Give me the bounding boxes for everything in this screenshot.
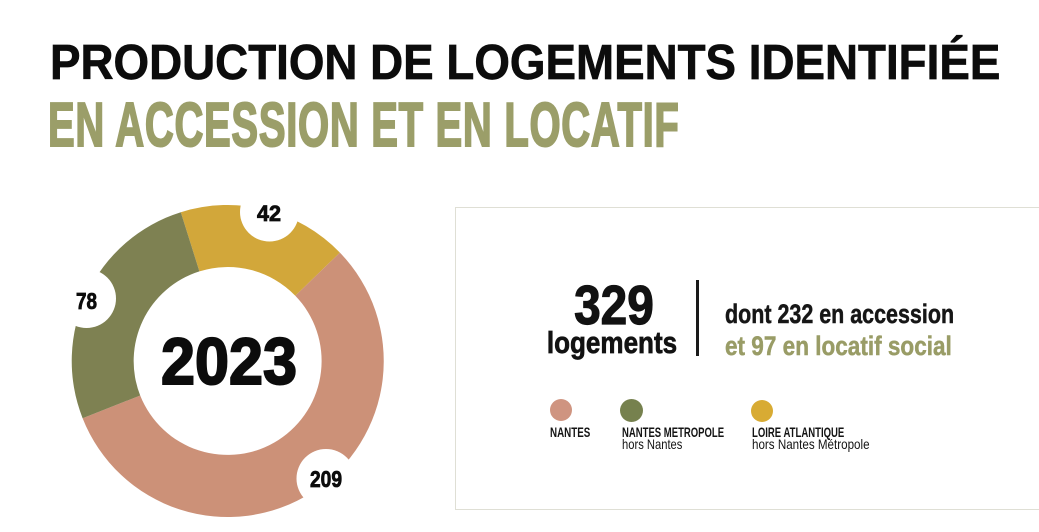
- svg-text:209: 209: [310, 466, 342, 492]
- svg-text:2023: 2023: [161, 324, 297, 398]
- svg-text:78: 78: [76, 288, 97, 314]
- svg-text:42: 42: [257, 201, 281, 226]
